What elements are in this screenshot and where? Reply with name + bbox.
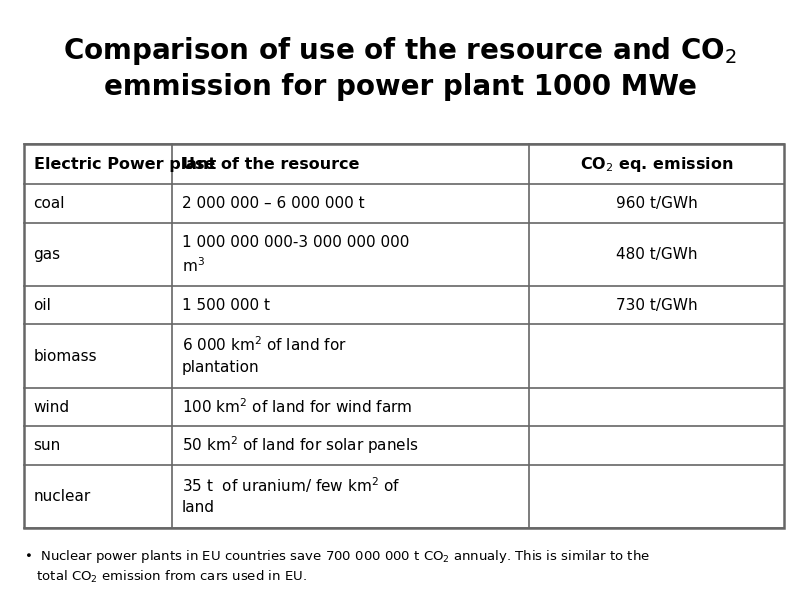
Text: 100 km$^2$ of land for wind farm: 100 km$^2$ of land for wind farm: [182, 398, 412, 416]
Text: biomass: biomass: [34, 349, 98, 364]
Text: CO$_2$ eq. emission: CO$_2$ eq. emission: [580, 155, 734, 173]
Text: emmission for power plant 1000 MWe: emmission for power plant 1000 MWe: [103, 73, 697, 101]
Text: 35 t  of uranium/ few km$^2$ of: 35 t of uranium/ few km$^2$ of: [182, 475, 400, 495]
Text: Electric Power plant: Electric Power plant: [34, 157, 216, 172]
Text: gas: gas: [34, 247, 61, 262]
Text: Comparison of use of the resource and CO$_2$: Comparison of use of the resource and CO…: [63, 35, 737, 67]
Text: sun: sun: [34, 438, 61, 453]
Text: 480 t/GWh: 480 t/GWh: [616, 247, 698, 262]
Text: m$^3$: m$^3$: [182, 256, 205, 275]
Text: 960 t/GWh: 960 t/GWh: [616, 196, 698, 211]
Text: Use of the resource: Use of the resource: [182, 157, 359, 172]
Text: 1 000 000 000-3 000 000 000: 1 000 000 000-3 000 000 000: [182, 235, 409, 250]
Text: land: land: [182, 500, 214, 515]
Bar: [24, 144, 784, 528]
Text: nuclear: nuclear: [34, 489, 91, 504]
Text: wind: wind: [34, 400, 70, 415]
Text: 2 000 000 – 6 000 000 t: 2 000 000 – 6 000 000 t: [182, 196, 365, 211]
Text: 6 000 km$^2$ of land for: 6 000 km$^2$ of land for: [182, 335, 346, 354]
Text: coal: coal: [34, 196, 65, 211]
Text: oil: oil: [34, 298, 51, 313]
Text: total CO$_2$ emission from cars used in EU.: total CO$_2$ emission from cars used in …: [24, 569, 307, 585]
Text: plantation: plantation: [182, 360, 259, 375]
Text: 50 km$^2$ of land for solar panels: 50 km$^2$ of land for solar panels: [182, 434, 418, 456]
Text: 730 t/GWh: 730 t/GWh: [616, 298, 698, 313]
Text: •  Nuclear power plants in EU countries save 700 000 000 t CO$_2$ annualy. This : • Nuclear power plants in EU countries s…: [24, 548, 650, 565]
Text: 1 500 000 t: 1 500 000 t: [182, 298, 270, 313]
